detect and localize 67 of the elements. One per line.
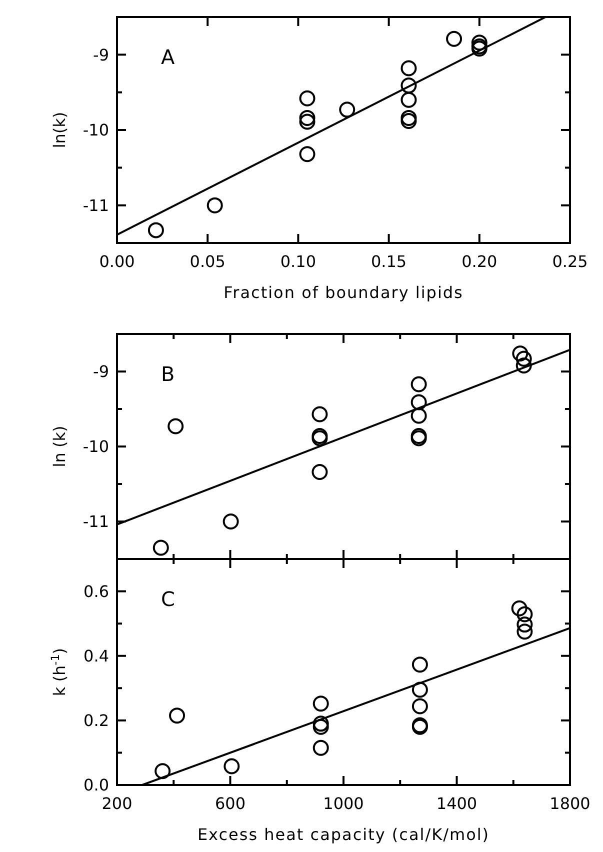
point <box>222 514 239 530</box>
point <box>400 112 417 129</box>
x-tick-label: 1800 <box>550 794 590 813</box>
point <box>400 92 417 108</box>
point <box>471 34 488 51</box>
x-tick-label: 0.20 <box>462 252 498 271</box>
point <box>299 90 316 106</box>
x-tick-label: 0.05 <box>190 252 226 271</box>
y-tick-label: -11 <box>82 512 109 532</box>
y-tick-label: -10 <box>82 437 109 456</box>
annotation: B <box>161 362 175 386</box>
point <box>224 758 240 774</box>
x-tick-label: 0.10 <box>280 252 316 271</box>
point <box>512 346 528 362</box>
point <box>516 624 533 640</box>
x-tick-label: 1400 <box>436 794 478 813</box>
point <box>516 616 533 633</box>
point <box>312 716 329 732</box>
y-tick-label: 0.4 <box>84 646 109 666</box>
y-tick-label: 0.0 <box>84 776 109 795</box>
y-tick-label: -9 <box>93 362 109 382</box>
point <box>400 78 417 94</box>
point <box>412 656 428 673</box>
y-axis-title: ln(k) <box>50 112 69 148</box>
point <box>312 406 328 422</box>
annotation: C <box>161 587 175 611</box>
point <box>312 740 329 756</box>
x-tick-label: 0.00 <box>99 252 135 271</box>
point <box>312 718 329 735</box>
point <box>339 102 356 118</box>
point <box>152 540 169 556</box>
point <box>400 110 417 126</box>
y-tick-label: -9 <box>93 45 109 64</box>
point <box>516 606 533 622</box>
point <box>312 464 328 480</box>
y-tick-label: -10 <box>82 120 109 140</box>
x-tick-label: 0.25 <box>552 252 588 271</box>
point <box>312 696 329 712</box>
annotation: A <box>161 45 175 69</box>
y-tick-label: 0.6 <box>84 582 109 601</box>
point <box>410 408 427 424</box>
x-axis-title: Fraction of boundary lipids <box>224 283 464 302</box>
point <box>148 222 164 238</box>
point <box>410 376 427 392</box>
point <box>299 110 316 126</box>
x-tick-label: 200 <box>102 794 132 813</box>
x-axis-title: Excess heat capacity (cal/K/mol) <box>197 825 490 844</box>
y-tick-label: -11 <box>82 196 109 215</box>
point <box>154 763 171 780</box>
point <box>206 197 223 214</box>
point <box>410 394 427 410</box>
point <box>516 358 532 374</box>
point <box>299 114 316 130</box>
x-tick-label: 600 <box>214 794 246 813</box>
point <box>400 60 417 76</box>
point <box>516 350 532 367</box>
point <box>412 682 428 698</box>
x-tick-label: 0.15 <box>370 252 407 271</box>
point <box>412 698 428 714</box>
y-tick-label: 0.2 <box>84 711 109 730</box>
point <box>299 146 316 162</box>
point <box>446 30 462 47</box>
point <box>511 600 528 616</box>
point <box>169 708 186 724</box>
y-axis-title: ln (k) <box>50 426 69 468</box>
x-tick-label: 1000 <box>323 794 364 813</box>
point <box>168 418 184 434</box>
